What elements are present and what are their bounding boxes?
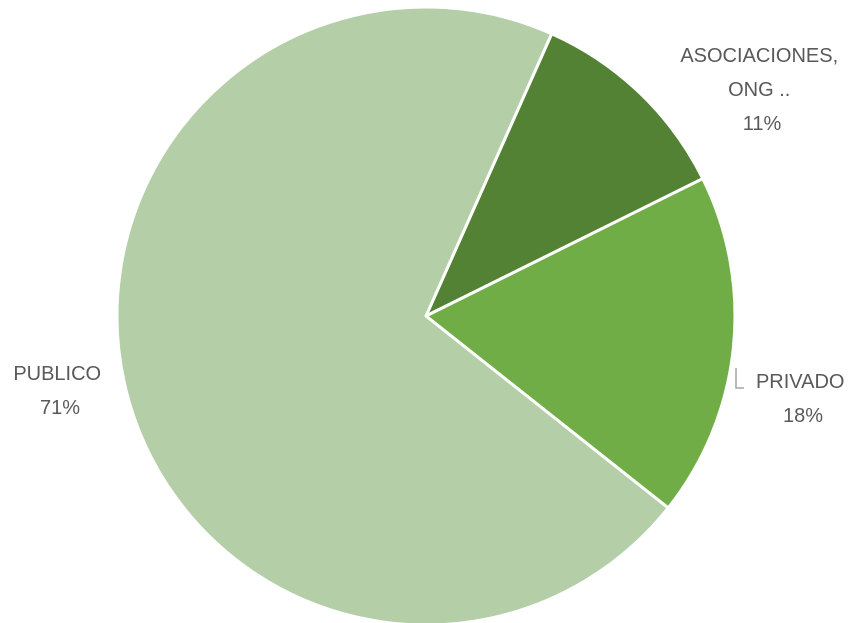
slice-label-asociaciones-percent: 11% <box>743 113 782 135</box>
slice-label-asociaciones-line-2: ONG .. <box>728 79 790 101</box>
pie-slices <box>115 5 737 623</box>
slice-label-privado: PRIVADO 18% <box>756 371 850 427</box>
slice-label-publico-percent: 71% <box>40 397 80 419</box>
pie-slice-privado <box>423 176 737 511</box>
leader-line-privado <box>735 368 744 389</box>
slice-label-asociaciones: ASOCIACIONES, ONG .. 11% <box>680 45 843 135</box>
pie-slice-publico <box>115 5 671 623</box>
pie-slice-asociaciones <box>422 31 705 320</box>
slice-label-privado-percent: 18% <box>783 405 823 427</box>
slice-label-asociaciones-line-1: ASOCIACIONES, <box>680 45 838 67</box>
slice-label-privado-line-1: PRIVADO <box>756 371 845 393</box>
slice-label-publico: PUBLICO 71% <box>13 363 106 419</box>
pie-labels: ASOCIACIONES, ONG .. 11% PRIVADO 18% PUB… <box>13 45 850 427</box>
slice-label-publico-line-1: PUBLICO <box>13 363 101 385</box>
